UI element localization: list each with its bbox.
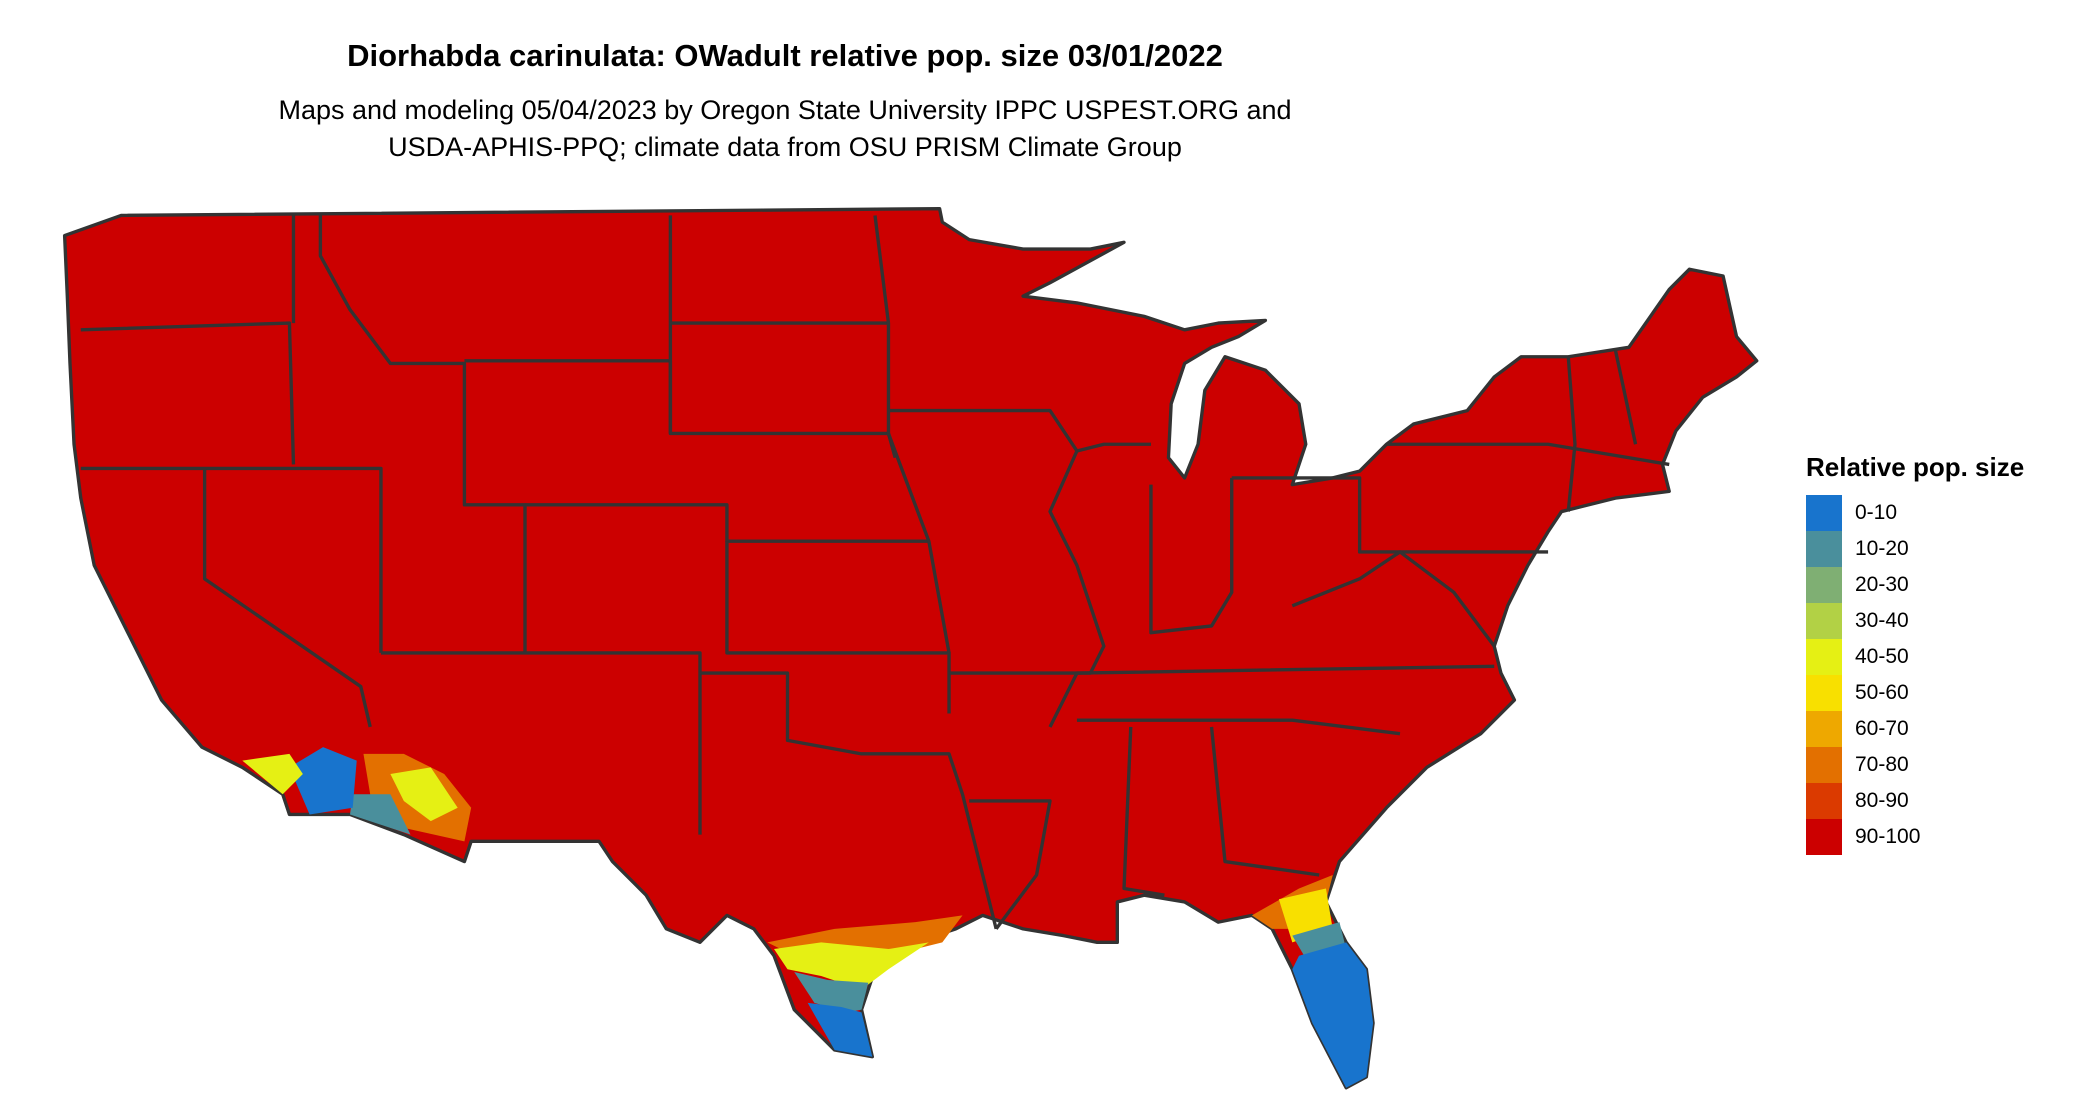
legend-label: 40-50 bbox=[1855, 645, 1909, 668]
legend-swatch bbox=[1806, 495, 1842, 531]
legend-swatch bbox=[1806, 819, 1842, 855]
legend-item: 60-70 bbox=[1806, 711, 2024, 747]
legend-item: 20-30 bbox=[1806, 567, 2024, 603]
legend-item: 10-20 bbox=[1806, 531, 2024, 567]
legend-item: 70-80 bbox=[1806, 747, 2024, 783]
legend-swatch bbox=[1806, 783, 1842, 819]
legend-swatch bbox=[1806, 603, 1842, 639]
legend: Relative pop. size 0-10 10-20 20-30 30-40 40… bbox=[1806, 452, 2024, 855]
legend-item: 0-10 bbox=[1806, 495, 2024, 531]
legend-label: 60-70 bbox=[1855, 717, 1909, 740]
legend-swatch bbox=[1806, 747, 1842, 783]
legend-label: 50-60 bbox=[1855, 681, 1909, 704]
legend-label: 90-100 bbox=[1855, 825, 1921, 848]
legend-item: 40-50 bbox=[1806, 639, 2024, 675]
us-outline bbox=[62, 206, 1759, 1090]
low-population-regions bbox=[242, 747, 1374, 1088]
legend-item: 80-90 bbox=[1806, 783, 2024, 819]
legend-label: 30-40 bbox=[1855, 609, 1909, 632]
legend-title: Relative pop. size bbox=[1806, 452, 2025, 482]
legend-label: 20-30 bbox=[1855, 573, 1909, 596]
legend-item: 30-40 bbox=[1806, 603, 2024, 639]
legend-label: 10-20 bbox=[1855, 537, 1909, 560]
legend-swatch bbox=[1806, 567, 1842, 603]
legend-label: 0-10 bbox=[1855, 501, 1898, 524]
map-subtitle: Maps and modeling 05/04/2023 by Oregon S… bbox=[0, 92, 1570, 166]
legend-label: 70-80 bbox=[1855, 753, 1909, 776]
legend-item: 90-100 bbox=[1806, 819, 2024, 855]
legend-label: 80-90 bbox=[1855, 789, 1909, 812]
map-title: Diorhabda carinulata: OWadult relative p… bbox=[347, 38, 1223, 73]
legend-item: 50-60 bbox=[1806, 675, 2024, 711]
legend-swatch bbox=[1806, 531, 1842, 567]
subtitle-line: USDA-APHIS-PPQ; climate data from OSU PR… bbox=[388, 132, 1182, 162]
subtitle-line: Maps and modeling 05/04/2023 by Oregon S… bbox=[278, 95, 1292, 125]
state-borders bbox=[80, 215, 1670, 930]
legend-swatch bbox=[1806, 711, 1842, 747]
legend-swatch bbox=[1806, 675, 1842, 711]
legend-items: 0-10 10-20 20-30 30-40 40-50 50-60 60-70 70-80 8… bbox=[1806, 495, 2024, 855]
legend-swatch bbox=[1806, 639, 1842, 675]
